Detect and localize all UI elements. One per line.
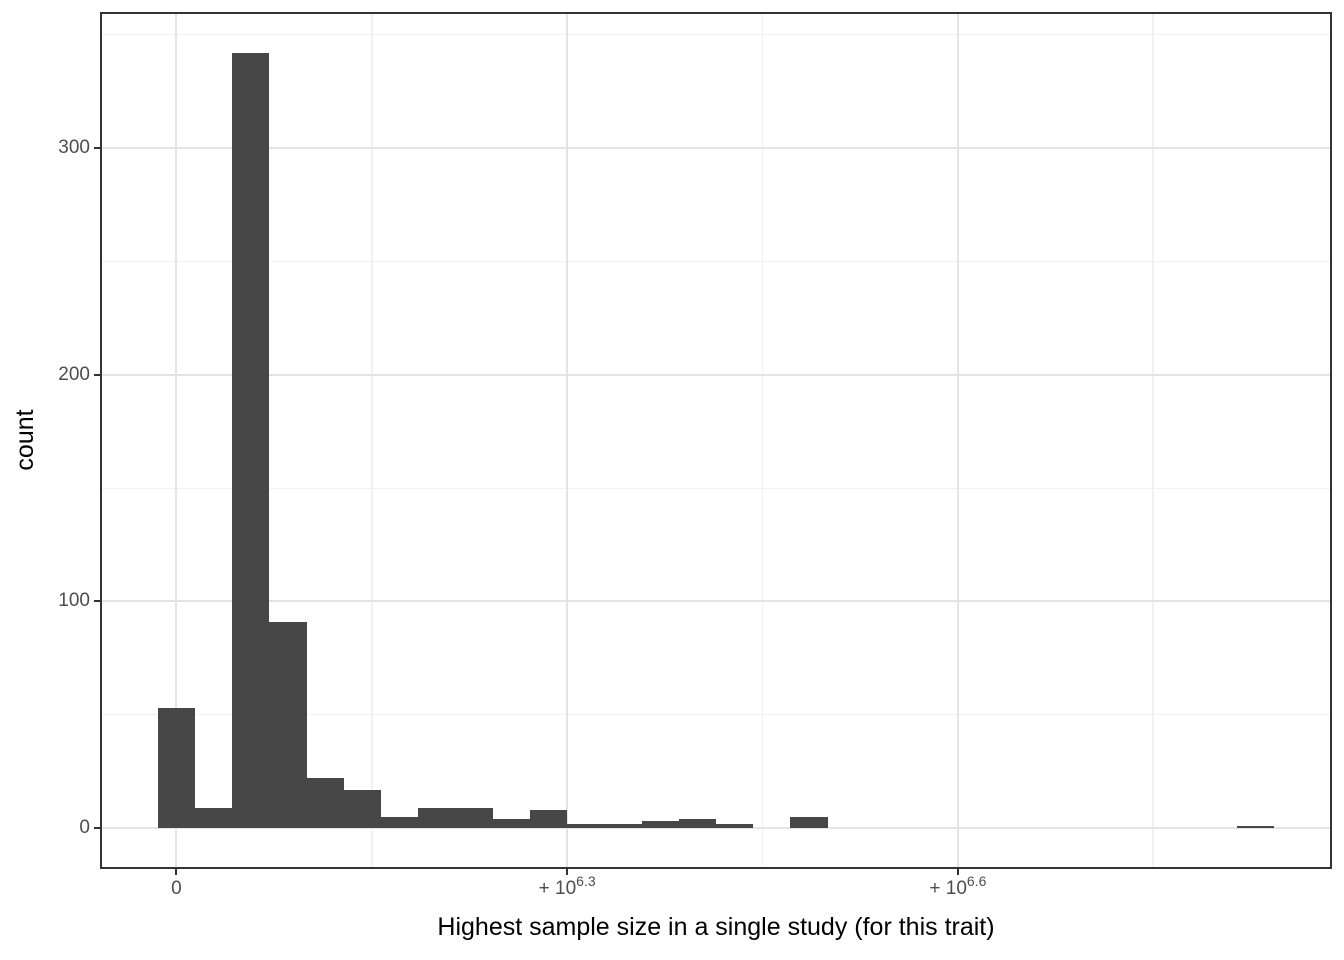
x-tick-label-exponent: 6.3 [576, 872, 596, 889]
histogram-bar [232, 52, 270, 829]
histogram-bar [1236, 825, 1275, 829]
x-gridline-minor [761, 14, 764, 867]
y-gridline-major [102, 600, 1330, 603]
x-tick-mark [566, 868, 569, 875]
x-tick-label-base: + 10 [538, 878, 577, 899]
x-tick-mark [175, 868, 178, 875]
histogram-bar [157, 708, 196, 829]
histogram-bar [195, 807, 233, 829]
y-tick-mark [94, 600, 101, 603]
y-tick-mark [94, 827, 101, 830]
histogram-bar [641, 821, 679, 829]
y-tick-mark [94, 373, 101, 376]
y-tick-mark [94, 147, 101, 149]
y-gridline-minor [102, 714, 1330, 716]
x-axis-title: Highest sample size in a single study (f… [437, 913, 995, 941]
y-gridline-minor [102, 487, 1330, 489]
x-gridline-major [175, 14, 178, 867]
x-tick-label: 0 [86, 876, 266, 902]
histogram-bar [567, 823, 605, 829]
y-tick-label: 300 [58, 137, 90, 158]
histogram-bar [604, 823, 642, 829]
x-gridline-minor [1152, 14, 1154, 867]
x-gridline-major [566, 14, 569, 867]
x-gridline-major [956, 14, 959, 867]
panel-plot-area [102, 14, 1330, 867]
histogram-bar [678, 819, 716, 829]
histogram-bar [492, 819, 530, 829]
y-gridline-minor [102, 34, 1330, 36]
x-tick-mark [956, 868, 959, 875]
histogram-bar [269, 621, 307, 829]
y-tick-label: 100 [58, 590, 90, 612]
histogram-bar [529, 810, 568, 829]
x-tick-label: + 106.6 [868, 872, 1048, 902]
x-tick-label-base: + 10 [929, 878, 967, 899]
histogram-bar [790, 816, 828, 829]
histogram-bar [381, 816, 419, 829]
histogram-bar [455, 807, 493, 829]
x-tick-label: + 106.3 [477, 872, 657, 902]
plot-panel [100, 12, 1332, 869]
histogram-bar [343, 789, 382, 829]
histogram-bar [418, 807, 456, 829]
y-gridline-minor [102, 260, 1330, 262]
x-tick-label-exponent: 6.6 [966, 872, 987, 889]
y-gridline-major [102, 373, 1330, 376]
histogram-bar [306, 778, 344, 829]
x-gridline-minor [371, 14, 373, 867]
y-gridline-major [102, 147, 1330, 149]
y-axis-title: count [11, 409, 39, 471]
x-tick-label-base: 0 [171, 878, 182, 899]
histogram-bar [716, 823, 754, 829]
y-tick-label: 0 [79, 817, 90, 839]
y-tick-label: 200 [58, 363, 90, 385]
